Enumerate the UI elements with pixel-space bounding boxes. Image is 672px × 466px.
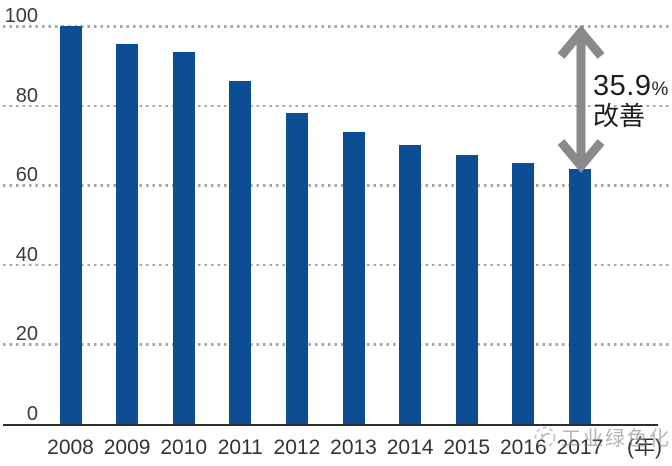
x-axis-unit-label: (年)	[627, 436, 662, 459]
improvement-annotation: 35.9% 改善	[593, 71, 668, 130]
y-tick-label-100: 100	[4, 5, 38, 27]
x-tick-label-2012: 2012	[273, 436, 321, 459]
x-tick-label-2017: 2017	[556, 436, 604, 459]
y-tick-label-80: 80	[15, 84, 38, 107]
gridline-80	[3, 104, 669, 108]
bar-2017	[568, 168, 591, 424]
bar-2015	[455, 154, 478, 424]
x-tick-label-2013: 2013	[330, 436, 377, 459]
y-tick-label-0: 0	[26, 403, 38, 425]
x-tick-label-2009: 2009	[103, 436, 151, 459]
gridline-60	[3, 184, 669, 187]
x-tick-label-2008: 2008	[47, 436, 94, 459]
bar-2013	[342, 131, 365, 424]
bar-2009	[116, 43, 139, 424]
gridline-20	[3, 343, 669, 346]
bar-2011	[229, 80, 252, 424]
improvement-label: 改善	[593, 101, 646, 131]
x-tick-label-2010: 2010	[160, 436, 208, 459]
bar-2014	[399, 145, 422, 424]
gridline-100	[3, 25, 669, 28]
x-tick-label-2016: 2016	[499, 436, 547, 459]
percent-sign: %	[651, 79, 669, 100]
y-tick-label-60: 60	[15, 164, 38, 187]
x-tick-label-2015: 2015	[443, 436, 491, 459]
gridline-40	[3, 263, 669, 267]
y-tick-label-40: 40	[15, 243, 38, 266]
bar-2008	[59, 26, 82, 424]
bar-2012	[285, 112, 308, 424]
x-axis-line	[3, 424, 658, 426]
y-tick-label-20: 20	[15, 323, 38, 346]
improvement-arrow-icon	[557, 25, 605, 173]
x-tick-label-2011: 2011	[217, 436, 263, 459]
x-tick-label-2014: 2014	[386, 436, 434, 459]
improvement-value-row: 35.9%	[593, 71, 668, 101]
improvement-value: 35.9	[593, 70, 652, 102]
bar-2010	[172, 51, 195, 424]
bar-2016	[512, 162, 535, 424]
